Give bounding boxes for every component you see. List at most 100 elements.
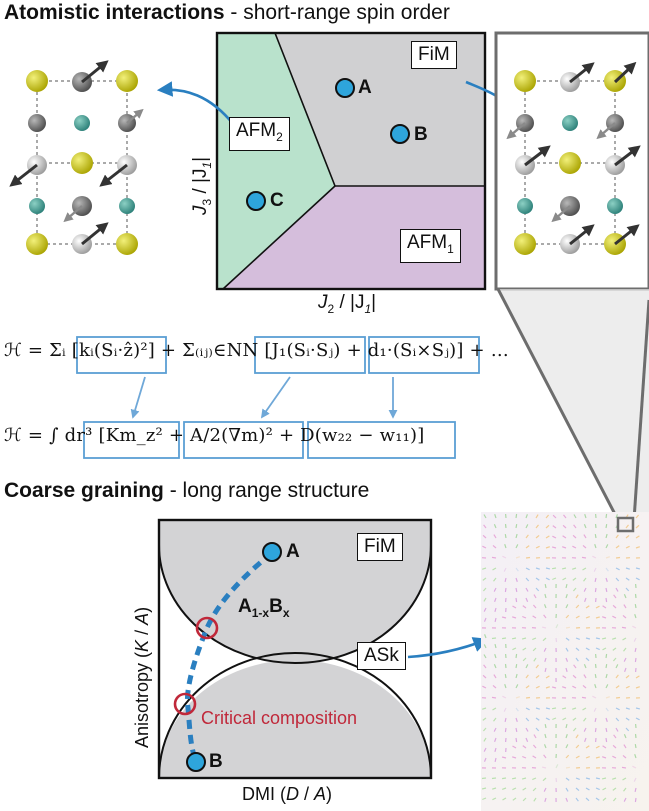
spin-arrow bbox=[542, 637, 547, 642]
spin-arrow bbox=[502, 777, 507, 780]
spin-arrow bbox=[594, 587, 597, 593]
spin-arrow bbox=[635, 675, 640, 679]
spin-arrow bbox=[592, 695, 597, 699]
spin-arrow bbox=[595, 637, 601, 640]
spin-arrow bbox=[482, 577, 487, 581]
spin-arrow bbox=[515, 597, 518, 603]
spin-arrow bbox=[584, 597, 587, 603]
spin-arrow bbox=[595, 605, 600, 609]
spin-arrow bbox=[565, 647, 569, 652]
spin-arrow bbox=[535, 707, 540, 710]
spin-arrow bbox=[515, 567, 519, 572]
spin-arrow bbox=[572, 567, 577, 570]
spin-arrow bbox=[515, 707, 519, 712]
spin-arrow bbox=[562, 524, 567, 529]
bottom-y-axis-label: Anisotropy (K / A) bbox=[132, 606, 152, 748]
spin-arrow bbox=[555, 637, 558, 643]
skyrmion-texture bbox=[481, 512, 649, 811]
spin-arrow bbox=[615, 664, 619, 669]
spin-arrow bbox=[585, 787, 590, 791]
point-b-bottom-marker bbox=[186, 752, 206, 772]
spin-arrow bbox=[492, 567, 497, 571]
spin-arrow bbox=[625, 567, 630, 570]
spin-arrow bbox=[593, 567, 597, 572]
spin-arrow bbox=[533, 657, 537, 662]
spin-arrow bbox=[525, 597, 529, 602]
spin-arrow bbox=[512, 605, 517, 609]
spin-arrow bbox=[525, 664, 529, 669]
spin-arrow bbox=[572, 685, 577, 689]
spin-arrow bbox=[565, 594, 568, 599]
equation-atomistic: ℋ = Σᵢ [kᵢ(Sᵢ·ẑ)²] + Σ₍ᵢⱼ₎∈NN [J₁(Sᵢ·Sⱼ)… bbox=[4, 340, 509, 361]
spin-arrow bbox=[482, 707, 487, 710]
spin-arrow bbox=[632, 625, 637, 629]
spin-arrow bbox=[555, 764, 559, 769]
spin-arrow bbox=[622, 637, 627, 641]
spin-arrow bbox=[595, 787, 600, 791]
spin-arrow bbox=[493, 674, 497, 679]
spin-arrow bbox=[601, 637, 607, 640]
spin-arrow bbox=[623, 797, 627, 802]
spin-arrow bbox=[491, 637, 497, 640]
spin-arrow bbox=[492, 797, 497, 801]
spin-arrow bbox=[634, 787, 637, 793]
spin-arrow bbox=[482, 717, 487, 721]
spin-arrow bbox=[561, 707, 567, 710]
spin-arrow bbox=[493, 524, 497, 529]
spin-arrow bbox=[582, 567, 587, 571]
spin-arrow bbox=[605, 737, 608, 743]
spin-arrow bbox=[563, 514, 567, 519]
spin-arrow bbox=[483, 747, 487, 752]
spin-arrow bbox=[494, 747, 497, 752]
spin-arrow bbox=[535, 587, 540, 592]
spin-arrow bbox=[482, 545, 487, 549]
spin-arrow bbox=[612, 657, 617, 662]
bottom-section-title: Coarse graining - long range structure bbox=[4, 479, 370, 502]
spin-arrow bbox=[525, 685, 530, 689]
spin-arrow bbox=[535, 534, 540, 539]
spin-arrow bbox=[612, 777, 617, 780]
spin-arrow bbox=[634, 754, 637, 759]
spin-arrow bbox=[595, 616, 600, 619]
spin-arrow bbox=[625, 587, 630, 592]
spin-arrow bbox=[595, 647, 600, 651]
afm1-region-label: AFM1 bbox=[400, 229, 461, 263]
spin-arrow bbox=[623, 657, 627, 662]
spin-arrow bbox=[544, 797, 547, 802]
spin-arrow bbox=[622, 754, 627, 759]
spin-arrow bbox=[525, 737, 529, 742]
spin-arrow bbox=[515, 523, 518, 529]
spin-arrow bbox=[483, 607, 487, 612]
spin-arrow bbox=[602, 647, 607, 651]
spin-arrow bbox=[602, 787, 607, 791]
spin-arrow bbox=[572, 587, 577, 592]
spin-arrow bbox=[602, 756, 607, 759]
spin-arrow bbox=[585, 657, 590, 662]
spin-arrow bbox=[622, 777, 627, 781]
spin-arrow bbox=[501, 616, 507, 619]
spin-arrow bbox=[605, 597, 608, 603]
spin-arrow bbox=[605, 556, 610, 559]
spin-arrow bbox=[605, 727, 608, 733]
spin-arrow bbox=[522, 797, 527, 802]
spin-arrow bbox=[504, 673, 507, 679]
spin-arrow bbox=[605, 513, 608, 519]
spin-arrow bbox=[512, 745, 517, 749]
spin-arrow bbox=[575, 647, 580, 652]
spin-arrow bbox=[525, 567, 530, 571]
spin-arrow bbox=[511, 637, 517, 640]
spin-arrow bbox=[502, 695, 507, 699]
spin-arrow bbox=[543, 614, 547, 619]
top-x-axis-label: J2 / |J1| bbox=[318, 292, 377, 316]
afm2-link-arrow bbox=[156, 81, 236, 126]
spin-arrow bbox=[532, 755, 537, 759]
spin-arrow bbox=[615, 685, 620, 689]
spin-arrow bbox=[632, 765, 637, 769]
spin-arrow bbox=[494, 757, 497, 763]
spin-arrow bbox=[512, 787, 517, 791]
spin-arrow bbox=[494, 607, 497, 612]
spin-arrow bbox=[545, 686, 550, 689]
spin-arrow bbox=[535, 577, 540, 581]
spin-arrow bbox=[575, 637, 580, 640]
spin-arrow bbox=[575, 615, 580, 619]
